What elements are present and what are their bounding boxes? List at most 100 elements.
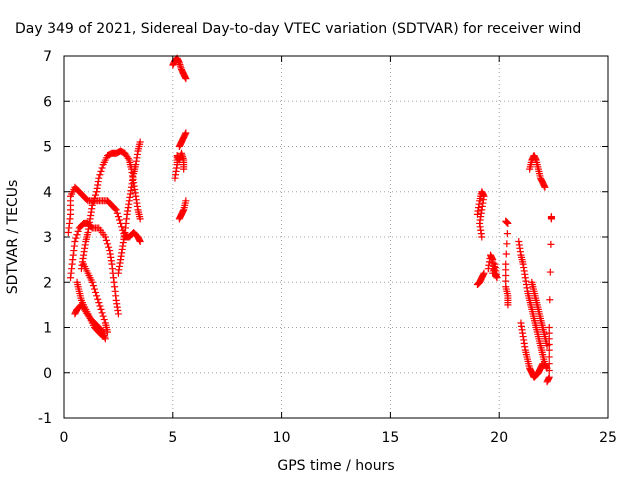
data-point (503, 240, 511, 248)
series-arc-k (175, 197, 190, 223)
data-point (74, 227, 82, 235)
series-arc-h (169, 54, 190, 83)
data-point (182, 75, 190, 83)
data-point (136, 238, 144, 246)
y-tick-label: 5 (43, 140, 52, 156)
data-point (102, 236, 110, 244)
data-point (72, 234, 80, 242)
data-point (98, 309, 106, 317)
data-point (99, 333, 107, 341)
data-point (182, 197, 190, 205)
data-point (541, 183, 549, 191)
data-point (73, 231, 81, 239)
data-point (182, 129, 190, 137)
series-arc-t (543, 213, 555, 386)
data-point (504, 301, 512, 309)
data-point (503, 230, 511, 238)
data-point (136, 138, 144, 146)
series-arc-g (114, 138, 144, 277)
series-arc-s (528, 278, 551, 350)
series-arc-d (71, 301, 107, 341)
data-point (539, 360, 547, 368)
series-arc-n (484, 251, 501, 282)
data-point (545, 366, 553, 374)
series-arc-m (473, 269, 488, 289)
data-point (104, 240, 112, 248)
data-point (115, 216, 123, 224)
data-point (114, 213, 122, 221)
data-point (85, 313, 93, 321)
data-point (88, 201, 96, 209)
data-point (545, 373, 553, 381)
data-point (504, 219, 512, 227)
y-tick-label: 1 (43, 321, 52, 337)
data-point (545, 360, 553, 368)
x-tick-label: 20 (490, 430, 508, 446)
data-point (88, 278, 96, 286)
y-tick-label: 0 (43, 366, 52, 382)
x-tick-label: 0 (60, 430, 69, 446)
data-point (547, 240, 555, 248)
plot-frame (63, 55, 609, 419)
data-point (113, 209, 121, 217)
data-point (118, 223, 126, 231)
data-point (97, 305, 105, 313)
data-point (98, 164, 106, 172)
data-point (93, 292, 101, 300)
series-arc-f (80, 260, 112, 336)
x-tick-label: 25 (599, 430, 617, 446)
data-point (97, 167, 105, 175)
y-tick-label: 6 (43, 94, 52, 110)
data-point (545, 353, 553, 361)
data-point (489, 269, 497, 277)
data-point (96, 171, 104, 179)
series-arc-a (64, 183, 144, 246)
series-arc-i (171, 149, 188, 182)
x-tick-label: 10 (273, 430, 291, 446)
data-point (90, 285, 98, 293)
data-points (64, 54, 555, 386)
series-arc-p (515, 238, 551, 372)
series-arc-q (517, 319, 547, 381)
series-arc-l (473, 188, 488, 241)
series-arc-r (526, 152, 549, 191)
data-point (105, 243, 113, 251)
data-point (101, 233, 109, 241)
x-tick-label: 5 (168, 430, 177, 446)
data-point (114, 310, 122, 318)
gridlines (64, 56, 608, 418)
series-arc-o (502, 217, 512, 309)
data-point (502, 250, 510, 258)
data-point (180, 165, 188, 173)
data-point (71, 238, 79, 246)
series-arc-b (67, 219, 122, 318)
data-point (546, 268, 554, 276)
data-point (96, 302, 104, 310)
data-point (545, 324, 553, 331)
data-point (100, 316, 108, 324)
data-point (480, 269, 488, 277)
data-point (546, 296, 554, 304)
data-point (136, 215, 144, 223)
data-point (90, 195, 98, 203)
y-axis-label: SDTVAR / TECUs (5, 180, 21, 295)
y-tick-label: 7 (43, 49, 52, 65)
data-point (92, 288, 100, 296)
data-point (98, 331, 106, 339)
data-point (112, 206, 120, 214)
data-point (94, 295, 102, 303)
x-tick-label: 15 (381, 430, 399, 446)
data-point (124, 154, 132, 162)
y-tick-label: 4 (43, 185, 52, 201)
axis-ticks: 0 5 10 15 20 25 -1 0 1 2 3 4 5 6 7 (38, 49, 617, 446)
data-point (104, 328, 112, 336)
data-point (111, 205, 119, 213)
data-point (92, 191, 100, 199)
data-point (95, 174, 103, 182)
data-point (547, 215, 555, 223)
y-tick-label: -1 (38, 411, 52, 427)
data-point (95, 299, 103, 307)
data-point (89, 198, 97, 206)
x-axis-label: GPS time / hours (277, 458, 394, 474)
y-tick-label: 2 (43, 275, 52, 291)
